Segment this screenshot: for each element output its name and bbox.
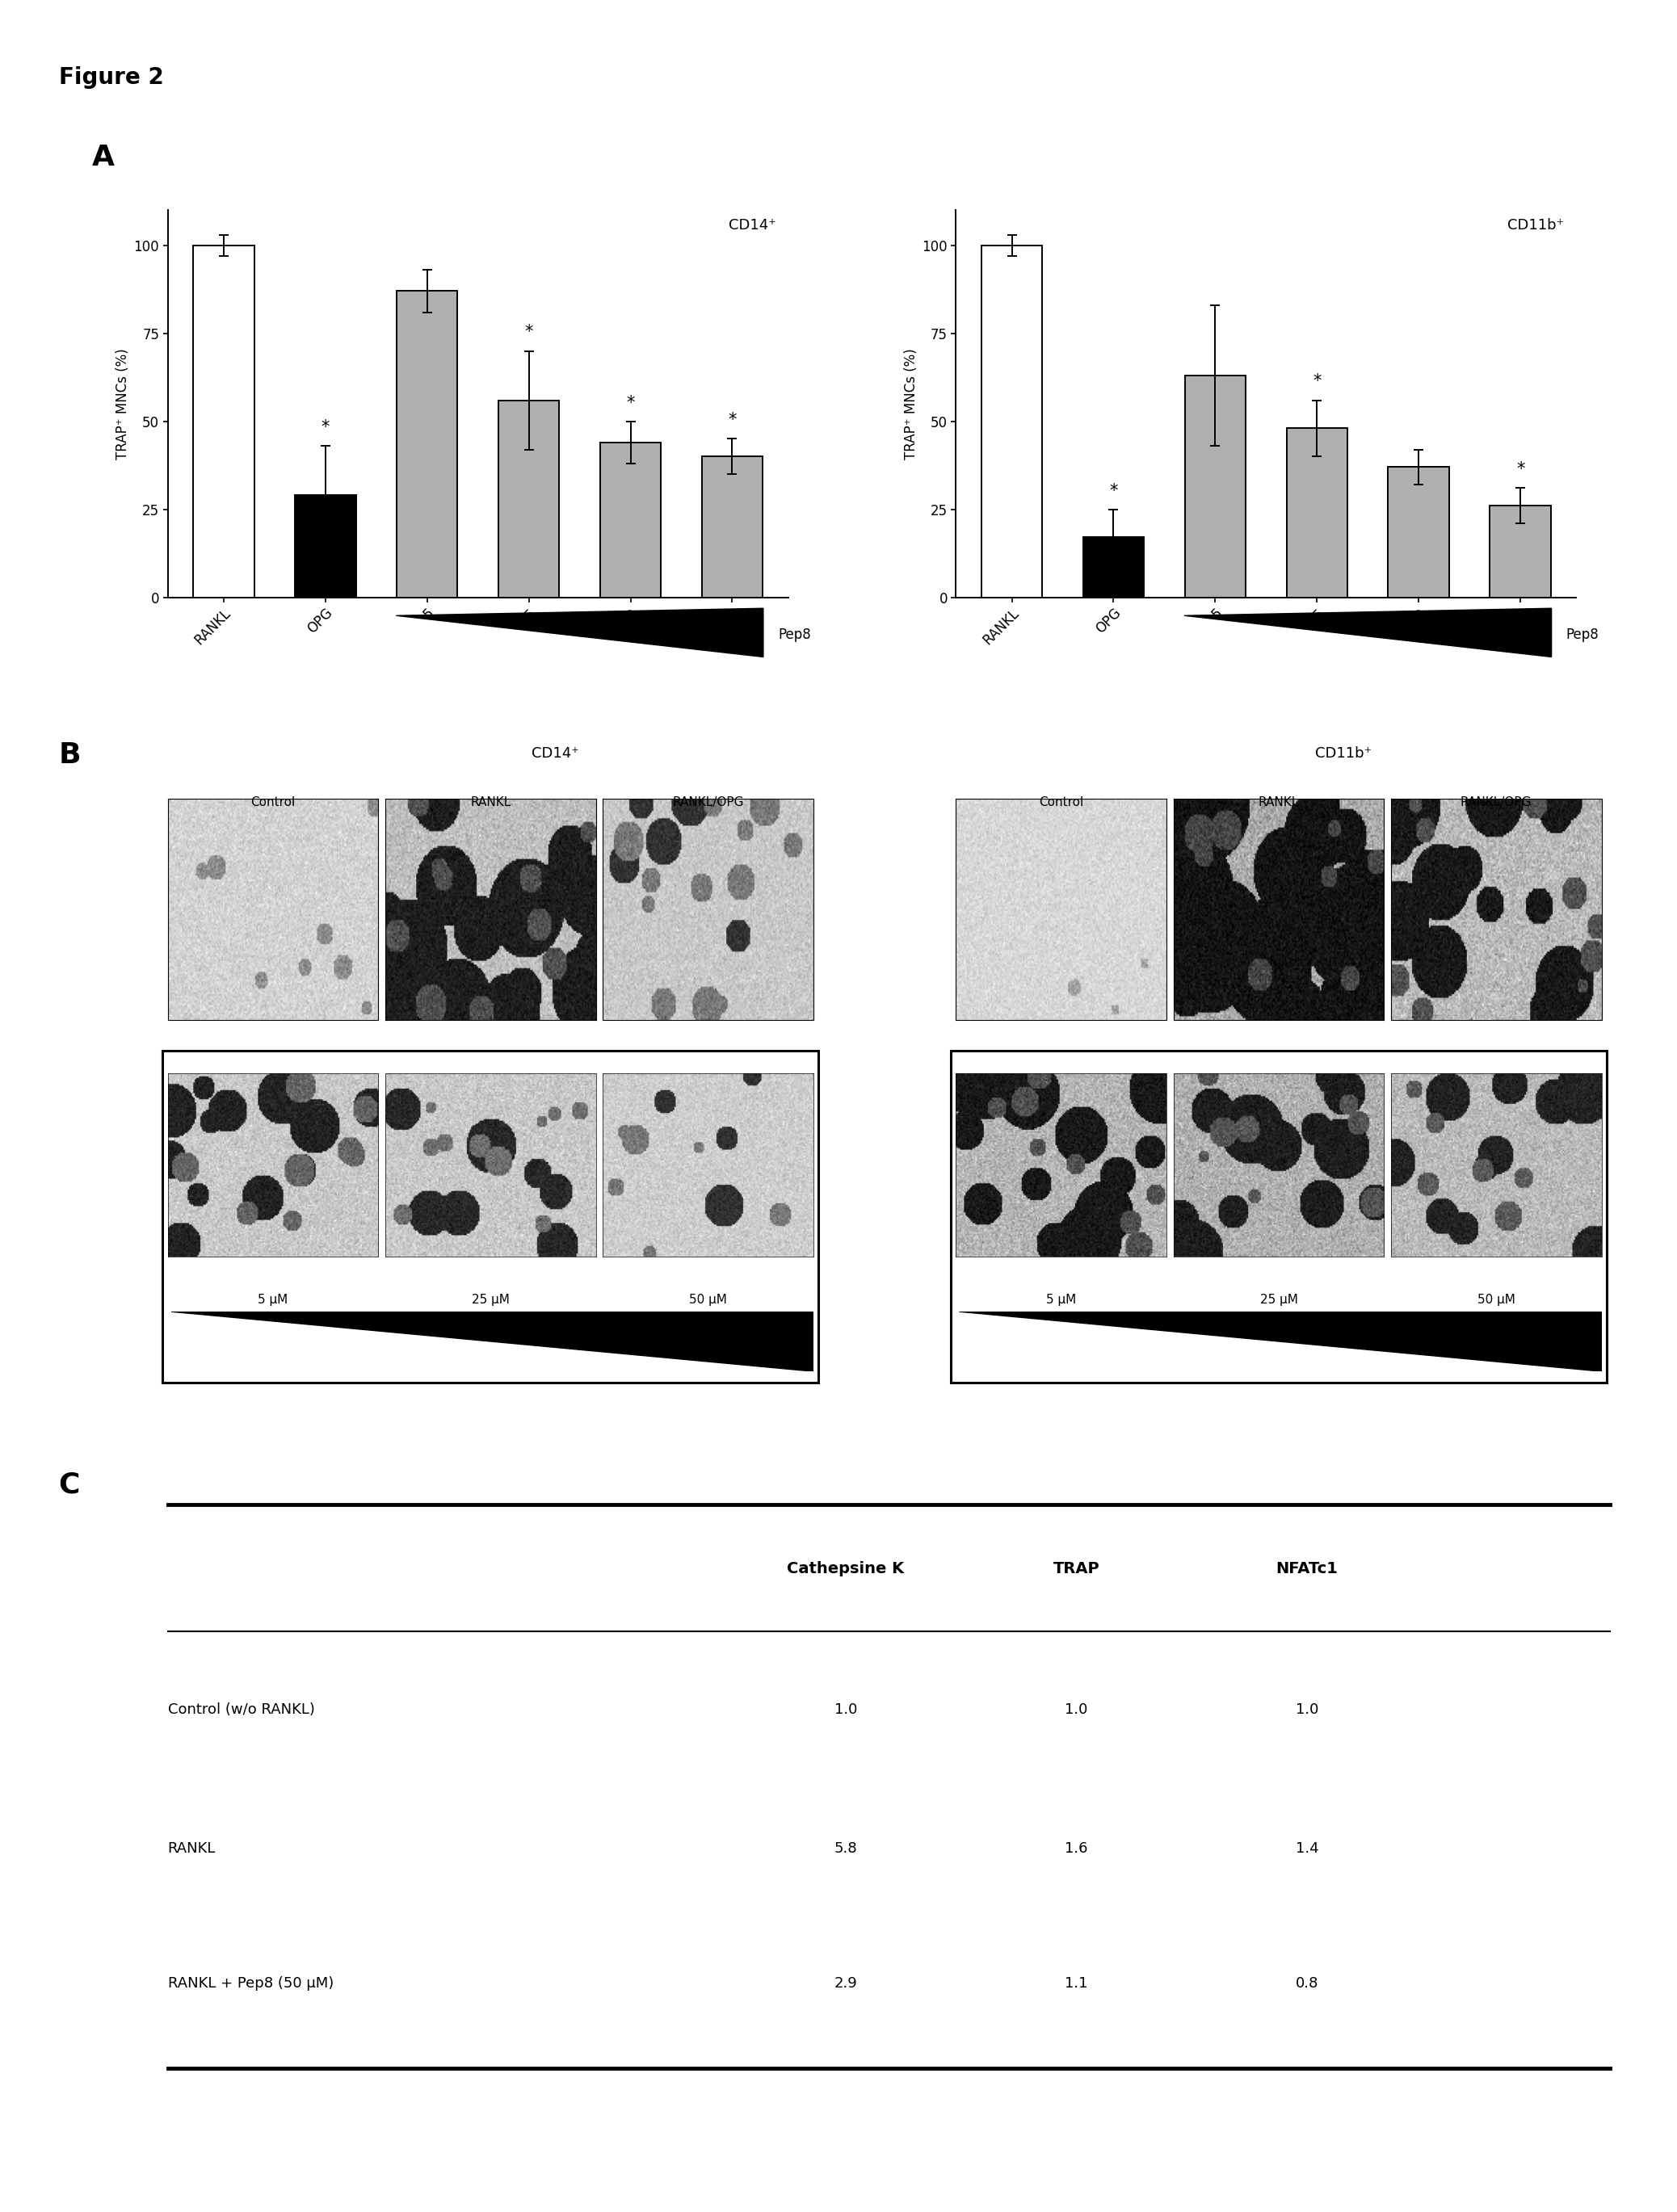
Text: Control: Control [252,796,295,807]
Y-axis label: TRAP⁺ MNCs (%): TRAP⁺ MNCs (%) [116,347,131,460]
Bar [600,442,661,597]
Text: Control (w/o RANKL): Control (w/o RANKL) [168,1703,315,1717]
Text: *: * [626,394,634,411]
Text: Control: Control [1040,796,1083,807]
Bar [295,495,356,597]
Text: 50 μM: 50 μM [689,1294,726,1305]
Text: *: * [525,325,533,341]
Text: 1.4: 1.4 [1296,1840,1318,1856]
Text: 0.8: 0.8 [1296,1975,1318,1991]
Text: CD14⁺: CD14⁺ [532,745,579,761]
Text: TRAP: TRAP [1053,1562,1100,1577]
Text: CD11b⁺: CD11b⁺ [1315,745,1372,761]
Text: A: A [92,144,114,170]
Polygon shape [1184,608,1551,657]
Polygon shape [959,1312,1602,1371]
Text: RANKL: RANKL [1258,796,1300,807]
Y-axis label: TRAP⁺ MNCs (%): TRAP⁺ MNCs (%) [904,347,919,460]
Bar [1389,467,1449,597]
Text: Pep8: Pep8 [778,628,812,641]
Text: RANKL + Pep8 (50 μM): RANKL + Pep8 (50 μM) [168,1975,334,1991]
Text: 1.0: 1.0 [833,1703,857,1717]
Text: 50 μM: 50 μM [1477,1294,1514,1305]
Text: 25 μM: 25 μM [1259,1294,1298,1305]
Text: RANKL/OPG: RANKL/OPG [672,796,743,807]
Text: 1.0: 1.0 [1296,1703,1318,1717]
Text: *: * [322,420,330,436]
Text: 1.0: 1.0 [1065,1703,1088,1717]
Text: 1.1: 1.1 [1065,1975,1088,1991]
Text: *: * [728,411,736,429]
Bar [981,246,1043,597]
Polygon shape [396,608,763,657]
Bar [193,246,255,597]
Text: CD14⁺: CD14⁺ [728,217,776,232]
Text: 2.9: 2.9 [833,1975,857,1991]
Text: 1.6: 1.6 [1065,1840,1088,1856]
Bar [396,292,458,597]
Text: Pep8: Pep8 [1566,628,1600,641]
Text: C: C [59,1471,80,1498]
Text: CD11b⁺: CD11b⁺ [1508,217,1565,232]
Text: RANKL/OPG: RANKL/OPG [1461,796,1531,807]
Bar [1083,538,1144,597]
Text: 5 μM: 5 μM [258,1294,288,1305]
Text: Figure 2: Figure 2 [59,66,164,88]
Text: 5 μM: 5 μM [1046,1294,1077,1305]
Polygon shape [171,1312,813,1371]
Bar [1489,507,1551,597]
Bar [701,456,763,597]
Bar [1286,429,1348,597]
Text: 25 μM: 25 μM [471,1294,510,1305]
Text: B: B [59,741,80,768]
Text: *: * [1110,482,1119,498]
Text: *: * [1313,374,1321,389]
Text: NFATc1: NFATc1 [1276,1562,1338,1577]
Bar [1184,376,1246,597]
Text: RANKL: RANKL [168,1840,216,1856]
Text: RANKL: RANKL [470,796,511,807]
Bar [498,400,560,597]
Text: 5.8: 5.8 [833,1840,857,1856]
Text: *: * [1516,462,1524,478]
Text: Cathepsine K: Cathepsine K [787,1562,904,1577]
